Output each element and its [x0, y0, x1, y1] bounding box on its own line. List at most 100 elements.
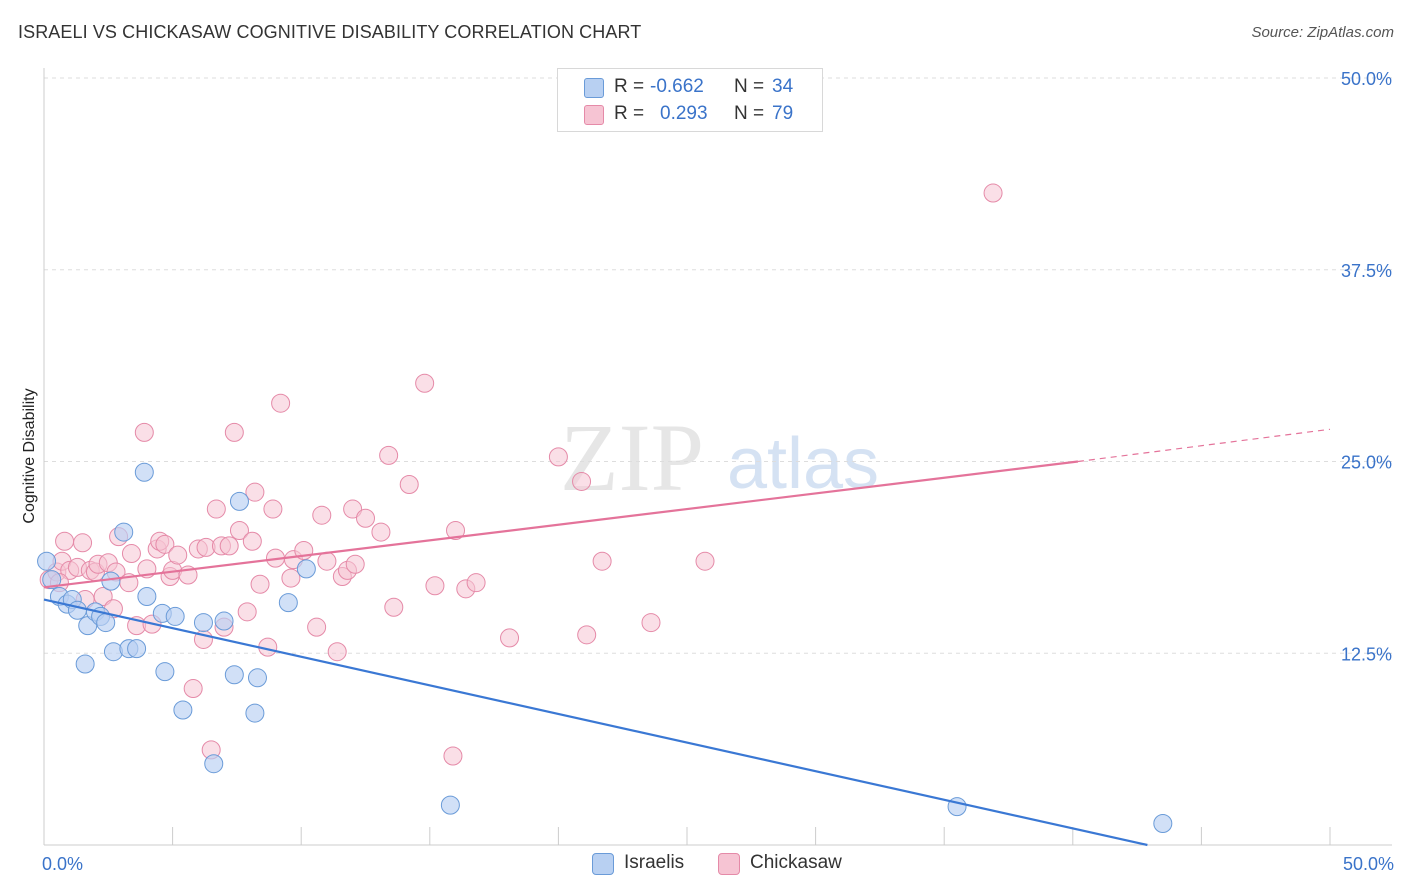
chickasaw-point — [695, 551, 715, 571]
chickasaw-point — [168, 545, 188, 565]
watermark-zip: ZIP — [560, 404, 704, 511]
israelis-point — [67, 600, 87, 620]
chickasaw-point — [206, 499, 226, 519]
legend-n-value: 34 — [772, 76, 794, 97]
israelis-point — [296, 559, 316, 579]
x-tick-label: 50.0% — [1343, 854, 1394, 874]
israelis-point — [155, 662, 175, 682]
chickasaw-point — [281, 568, 301, 588]
chickasaw-point — [55, 531, 75, 551]
chickasaw-point — [356, 508, 375, 528]
bottom-legend-swatch-israelis — [592, 853, 614, 875]
legend-swatch-chickasaw — [584, 105, 604, 125]
axes — [43, 68, 1392, 846]
legend-r-value: -0.662 — [650, 76, 704, 97]
israelis-point — [134, 462, 154, 482]
israelis-point — [42, 570, 62, 590]
israelis-point — [114, 522, 134, 542]
israelis-point — [1153, 814, 1173, 834]
israelis-point — [96, 613, 116, 633]
israelis-point — [193, 613, 213, 633]
legend-r-value: 0.293 — [660, 103, 708, 124]
legend-swatch-israelis — [584, 78, 604, 98]
israelis-point — [37, 551, 57, 571]
chickasaw-point — [343, 499, 363, 519]
chickasaw-point — [73, 533, 93, 553]
chickasaw-point — [466, 573, 486, 593]
legend-n-value: 79 — [772, 103, 794, 124]
bottom-legend-swatch-chickasaw — [718, 853, 740, 875]
israelis-point — [214, 611, 234, 631]
israelis-point — [440, 795, 460, 815]
israelis-point — [75, 654, 95, 674]
chickasaw-point — [312, 505, 332, 525]
chickasaw-point — [271, 393, 291, 413]
chickasaw-point — [577, 625, 597, 645]
chickasaw-point — [572, 471, 592, 491]
chickasaw-point — [263, 499, 283, 519]
chickasaw-point — [379, 445, 399, 465]
chickasaw-point — [183, 679, 203, 699]
chickasaw-point — [983, 183, 1003, 203]
israelis-point — [247, 668, 267, 688]
x-tick-label: 0.0% — [42, 854, 83, 874]
chickasaw-trend-extension — [1077, 428, 1331, 463]
chickasaw-point — [641, 613, 661, 633]
chickasaw-point — [224, 422, 244, 442]
chickasaw-point — [237, 602, 257, 622]
watermark-atlas: atlas — [727, 424, 879, 504]
israelis-point — [224, 665, 244, 685]
chickasaw-point — [327, 642, 347, 662]
israelis-point — [101, 571, 121, 591]
chickasaw-point — [592, 551, 612, 571]
legend-n-label: N = — [734, 76, 765, 97]
chickasaw-point — [134, 422, 154, 442]
chickasaw-point — [121, 544, 141, 564]
chickasaw-points — [39, 183, 1003, 766]
chickasaw-point — [425, 576, 445, 596]
israelis-point — [127, 639, 147, 659]
israelis-point — [278, 593, 298, 613]
israelis-trend-line — [43, 598, 1148, 847]
israelis-point — [229, 491, 249, 511]
chickasaw-point — [371, 522, 391, 542]
source-credit: Source: ZipAtlas.com — [1251, 24, 1394, 41]
watermark: ZIP atlas — [560, 404, 879, 511]
chickasaw-point — [219, 536, 239, 556]
trend-lines — [43, 428, 1331, 847]
bottom-legend-label-israelis: Israelis — [624, 852, 685, 873]
chickasaw-point — [446, 521, 466, 541]
chickasaw-point — [345, 554, 365, 574]
tick-labels: 12.5% 25.0% 37.5% 50.0% 0.0% 50.0% — [42, 69, 1394, 874]
israelis-point — [204, 754, 224, 774]
chickasaw-point — [229, 521, 249, 541]
grid-lines — [44, 77, 1392, 654]
chickasaw-point — [155, 534, 175, 554]
correlation-legend: R = -0.662 N = 34 R = 0.293 N = 79 — [557, 68, 823, 132]
legend-n-label: N = — [734, 103, 765, 124]
chickasaw-point — [93, 586, 113, 606]
israelis-point — [245, 703, 265, 723]
chart-title: ISRAELI VS CHICKASAW COGNITIVE DISABILIT… — [18, 22, 642, 42]
chickasaw-point — [399, 475, 419, 495]
legend-r-label: R = — [614, 103, 645, 124]
y-tick-label: 12.5% — [1341, 644, 1392, 664]
chickasaw-point — [245, 482, 265, 502]
y-tick-label: 25.0% — [1341, 453, 1392, 473]
chickasaw-point — [443, 746, 463, 766]
chickasaw-point — [250, 574, 270, 594]
chickasaw-point — [307, 617, 327, 637]
israelis-point — [165, 606, 185, 626]
legend-r-label: R = — [614, 76, 645, 97]
bottom-legend-label-chickasaw: Chickasaw — [750, 852, 842, 873]
chickasaw-point — [242, 531, 262, 551]
chickasaw-point — [415, 373, 435, 393]
chickasaw-point — [317, 551, 337, 571]
israelis-point — [103, 642, 123, 662]
y-tick-label: 50.0% — [1341, 69, 1392, 89]
chickasaw-point — [500, 628, 520, 648]
israelis-point — [137, 586, 157, 606]
chickasaw-point — [548, 447, 568, 467]
y-tick-label: 37.5% — [1341, 261, 1392, 281]
